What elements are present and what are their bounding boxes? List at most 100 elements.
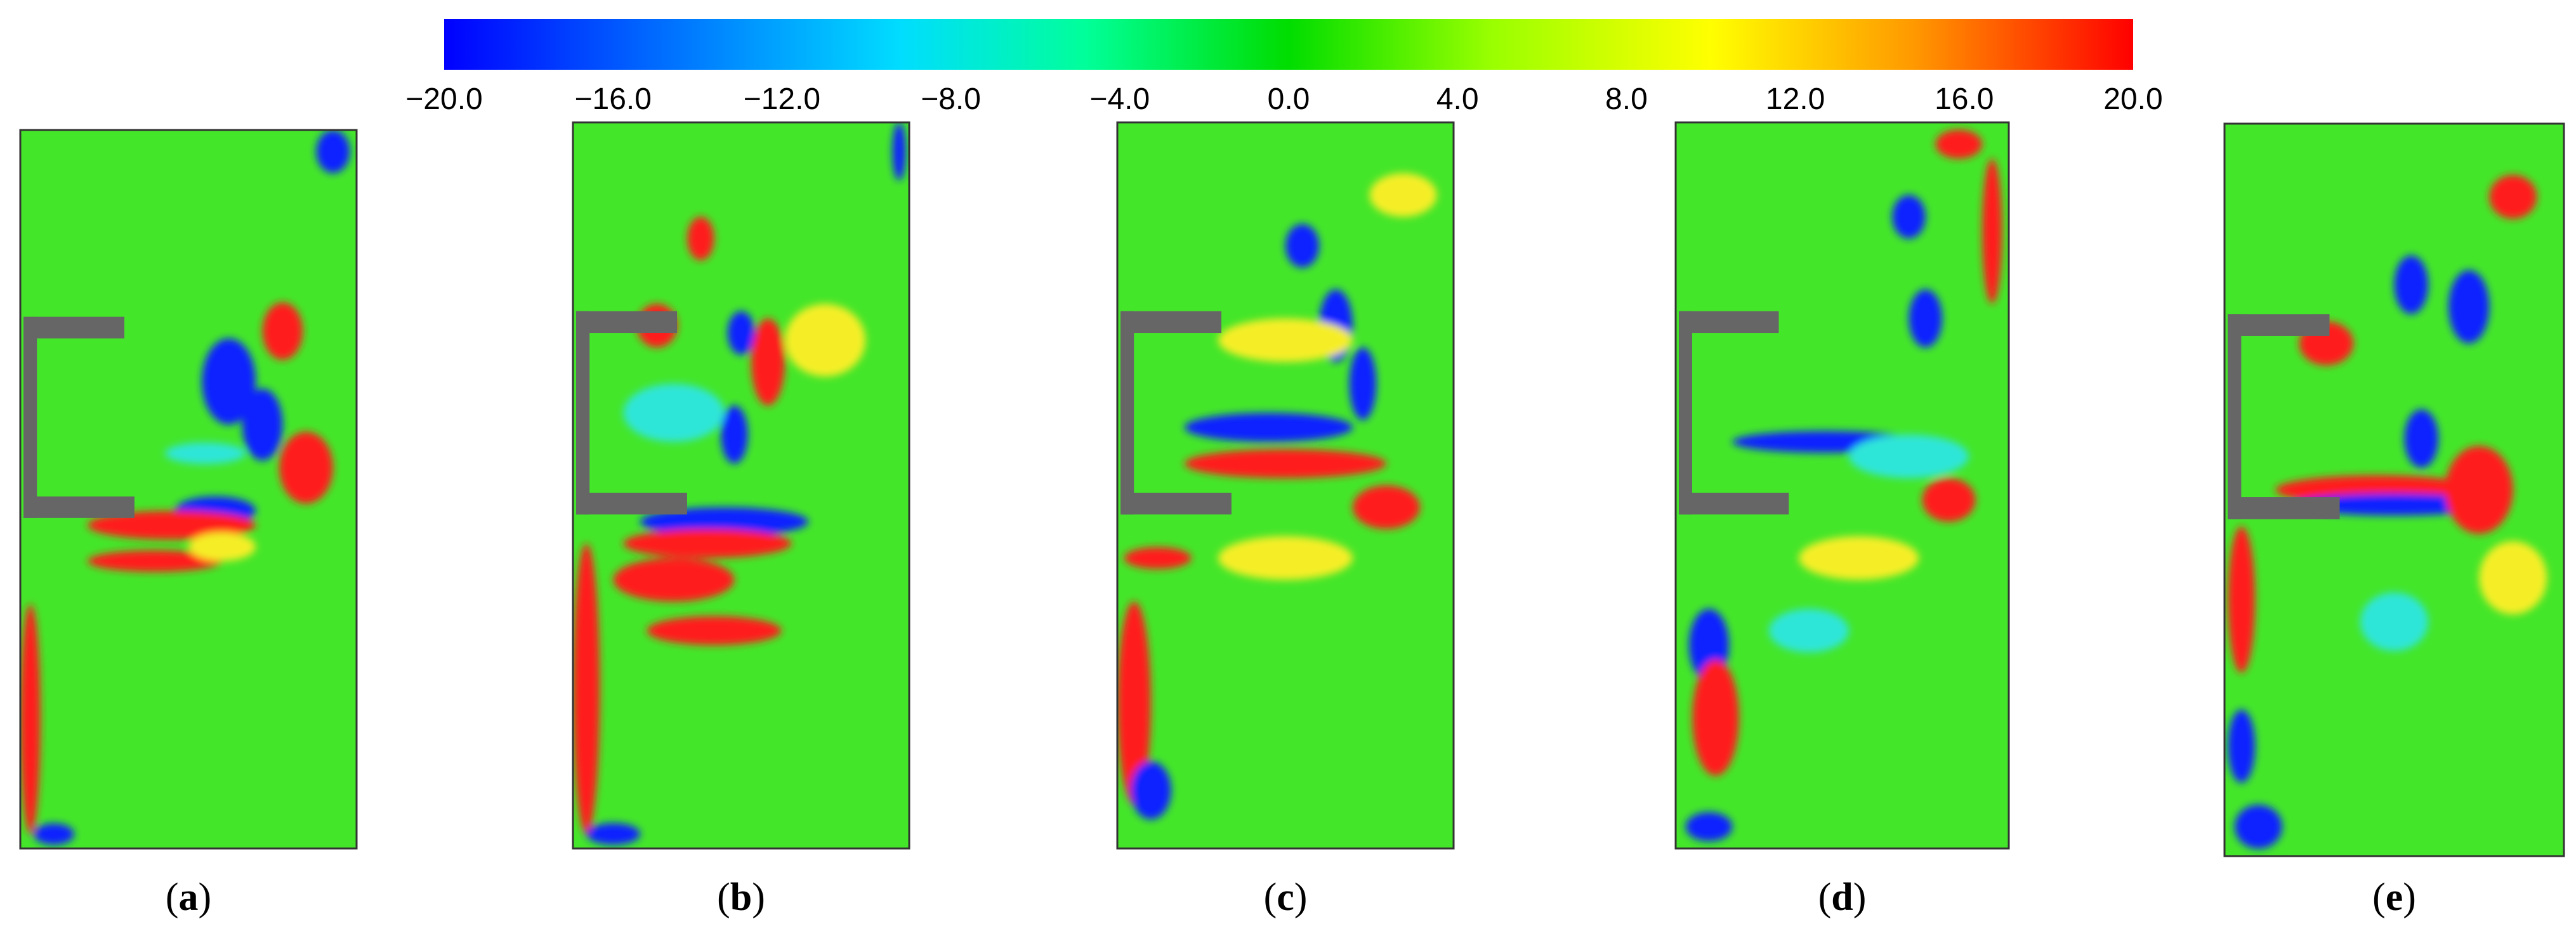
colorbar-tick-label: 12.0: [1766, 82, 1825, 116]
panel-caption-e: (e): [2372, 876, 2416, 919]
vortex-blob: [1353, 485, 1420, 530]
panel-letter: b: [730, 876, 752, 919]
vortex-blob: [316, 130, 350, 173]
panel-a: [19, 129, 358, 850]
vortex-blob: [647, 616, 782, 646]
colorbar-tick-label: 16.0: [1935, 82, 1994, 116]
vertical-wall: [1120, 311, 1134, 515]
wall-structure: [23, 316, 135, 518]
vortex-blob: [623, 384, 725, 442]
vortex-blob: [2228, 710, 2256, 783]
lower-plate: [1679, 492, 1789, 515]
flow-field-background: [573, 122, 909, 848]
vortex-blob: [1218, 536, 1353, 580]
vortex-blob: [1892, 195, 1926, 239]
vortex-blob: [1909, 289, 1942, 348]
vortex-blob: [164, 442, 246, 464]
panel-letter: d: [1831, 876, 1853, 919]
colorbar-tick-label: −20.0: [405, 82, 482, 116]
vortex-field: [1117, 173, 1437, 820]
vortex-blob: [202, 338, 256, 425]
panel-border: [2223, 122, 2565, 857]
vortex-blob: [34, 823, 74, 845]
vortex-blob: [188, 532, 256, 561]
wall-structure: [576, 311, 687, 515]
vortex-blob: [1124, 547, 1192, 569]
vortex-blob: [1185, 449, 1386, 479]
lower-plate: [576, 492, 687, 515]
vortex-field: [1685, 129, 2002, 842]
upper-plate: [1120, 311, 1221, 334]
wall-structure: [1679, 311, 1789, 515]
panel-b: [572, 121, 910, 850]
panel-border: [19, 129, 358, 850]
wall-structure: [1120, 311, 1232, 515]
vortex-blob: [751, 318, 785, 406]
vortex-blob: [2448, 270, 2490, 344]
colorbar-tick-label: 8.0: [1605, 82, 1648, 116]
vortex-blob: [2360, 592, 2428, 651]
wall-structure: [2228, 314, 2340, 519]
vortex-blob: [1935, 129, 1982, 159]
flow-field-background: [1117, 122, 1454, 848]
vortex-blob: [2394, 255, 2428, 315]
vertical-wall: [576, 311, 590, 515]
panel-border: [572, 121, 910, 850]
lower-plate: [1120, 492, 1232, 515]
colorbar-tick-labels: −20.0 −16.0 −12.0 −8.0 −4.0 0.0 4.0 8.0 12.0 16.0…: [405, 82, 2162, 116]
vortex-blob: [279, 431, 333, 504]
colorbar: −20.0 −16.0 −12.0 −8.0 −4.0 0.0 4.0 8.0 12.0 16.0…: [405, 19, 2163, 116]
panels: [19, 121, 2565, 857]
vortex-blob: [1369, 173, 1437, 217]
vertical-wall: [1679, 311, 1692, 515]
vortex-blob: [586, 822, 640, 845]
vortex-blob: [613, 558, 735, 602]
vortex-blob: [1849, 434, 1969, 479]
vortex-blob: [573, 543, 600, 835]
upper-plate: [1679, 311, 1779, 334]
panel-d: [1674, 121, 2010, 850]
vortex-blob: [687, 216, 714, 261]
panel-border: [1116, 121, 1455, 850]
colorbar-tick-label: 0.0: [1268, 82, 1310, 116]
panel-c: [1116, 121, 1455, 850]
colorbar-tick-label: −8.0: [921, 82, 981, 116]
panel-caption-d: (d): [1818, 876, 1867, 919]
vortex-blob: [2489, 174, 2537, 219]
vortex-blob: [2404, 409, 2439, 468]
vortex-blob: [1685, 812, 1733, 842]
upper-plate: [2228, 314, 2330, 336]
vortex-blob: [1117, 601, 1151, 805]
vortex-blob: [1692, 660, 1739, 776]
panel-caption-b: (b): [717, 876, 765, 919]
vortex-blob: [727, 311, 755, 355]
vertical-wall: [2228, 314, 2242, 519]
vortex-blob: [262, 302, 303, 360]
vortex-blob: [623, 529, 792, 558]
vortex-blob: [88, 510, 256, 540]
vortex-blob: [784, 304, 866, 377]
colorbar-gradient: [444, 19, 2133, 70]
upper-plate: [576, 311, 677, 334]
colorbar-tick-label: −4.0: [1089, 82, 1150, 116]
vortex-field: [573, 122, 906, 845]
panel-letter: a: [178, 876, 199, 919]
vortex-blob: [892, 122, 906, 181]
vortex-blob: [2445, 446, 2513, 534]
colorbar-tick-label: 20.0: [2103, 82, 2162, 116]
panel-caption-a: (a): [165, 876, 212, 919]
vortex-blob: [242, 388, 283, 461]
vortex-field: [20, 130, 350, 845]
vortex-blob: [2235, 805, 2282, 849]
lower-plate: [23, 496, 135, 518]
vortex-blob: [2479, 541, 2547, 614]
colorbar-tick-label: −12.0: [744, 82, 820, 116]
lower-plate: [2228, 497, 2340, 519]
vortex-blob: [1185, 413, 1353, 442]
vortex-blob: [1922, 478, 1976, 522]
panel-caption-c: (c): [1263, 876, 1308, 919]
vortex-blob: [88, 550, 222, 572]
vortex-blob: [1285, 224, 1319, 268]
colorbar-tick-label: 4.0: [1436, 82, 1479, 116]
vortex-blob: [1982, 159, 2002, 304]
